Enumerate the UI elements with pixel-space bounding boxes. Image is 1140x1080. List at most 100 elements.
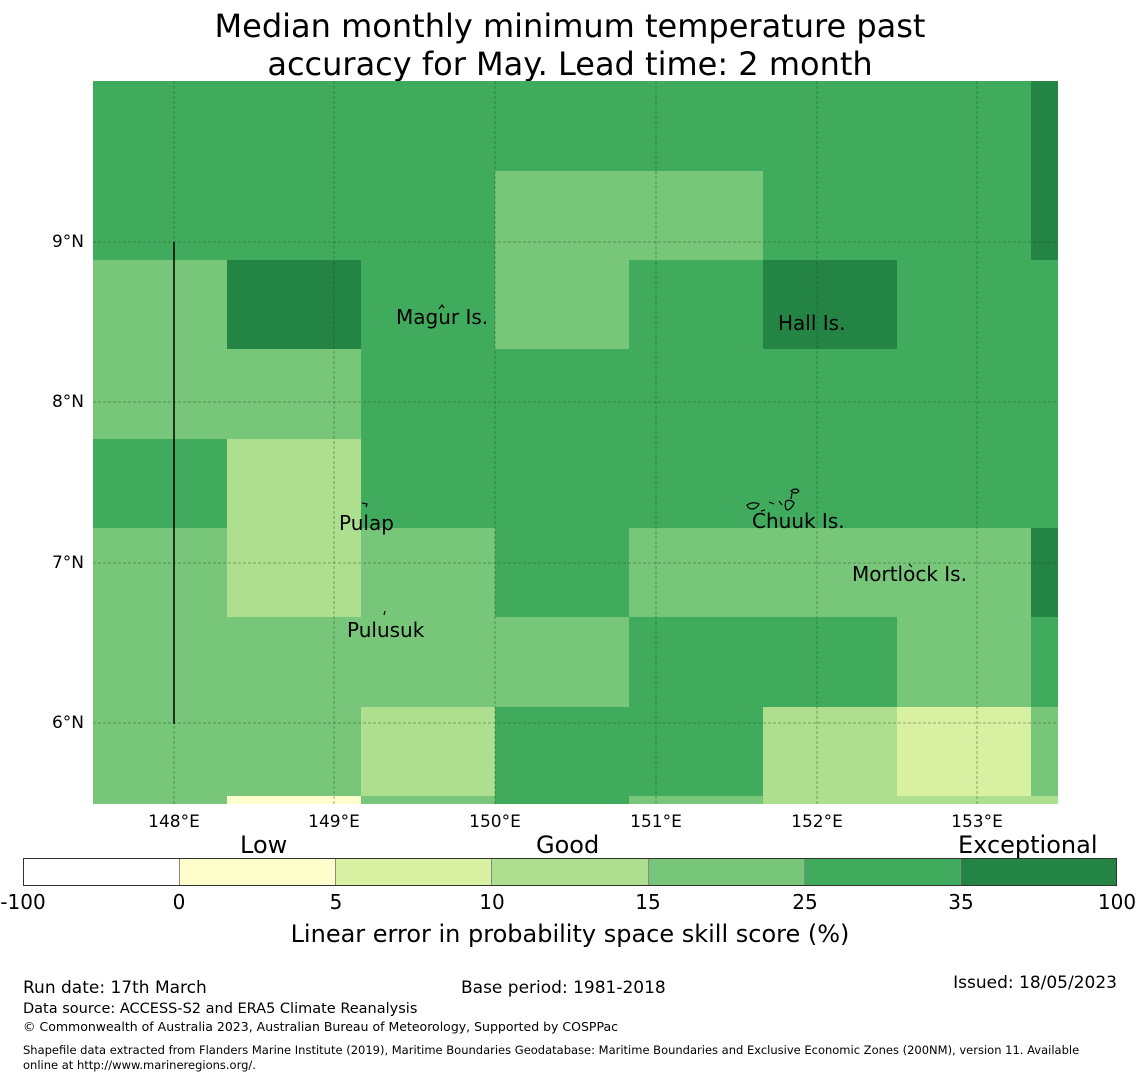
lon-label-153e: 153°E <box>951 812 1003 832</box>
grid-cell <box>227 796 362 804</box>
colorbar-segment <box>960 859 1116 885</box>
island-label-mortlock: Mortlock Is. <box>852 562 967 586</box>
grid-cell <box>897 171 1032 261</box>
lon-label-149e: 149°E <box>308 812 360 832</box>
shapefile-attribution-line-2: online at http://www.marineregions.org/. <box>23 1058 256 1072</box>
grid-cell <box>1031 617 1058 708</box>
grid-cell <box>763 81 898 172</box>
grid-cell <box>897 81 1032 172</box>
grid-cell <box>495 171 630 261</box>
grid-cell <box>629 260 764 350</box>
grid-cell <box>1031 439 1058 529</box>
grid-cell <box>629 81 764 172</box>
lon-label-150e: 150°E <box>469 812 521 832</box>
island-shape-magur <box>438 303 445 310</box>
chart-title-line-2: accuracy for May. Lead time: 2 month <box>267 45 873 83</box>
copyright-notice: © Commonwealth of Australia 2023, Austra… <box>23 1019 618 1034</box>
grid-cell <box>495 796 630 804</box>
issued-date: Issued: 18/05/2023 <box>953 973 1117 993</box>
grid-cell <box>227 617 362 708</box>
colorbar-tick: 35 <box>948 890 974 914</box>
legend-colorbar <box>23 858 1117 886</box>
island-shape-chuuk <box>746 488 800 512</box>
grid-cell <box>93 171 228 261</box>
grid-cell <box>227 707 362 797</box>
grid-cell <box>897 439 1032 529</box>
grid-cell <box>495 349 630 440</box>
grid-cell <box>227 171 362 261</box>
grid-cell <box>495 617 630 708</box>
grid-cell <box>629 796 764 804</box>
colorbar-tick: 25 <box>792 890 818 914</box>
lat-label-6n: 6°N <box>51 713 84 733</box>
grid-cell <box>361 439 496 529</box>
grid-cell <box>361 617 496 708</box>
colorbar-segment <box>492 859 649 885</box>
grid-cell <box>227 439 362 529</box>
lon-label-152e: 152°E <box>791 812 843 832</box>
grid-cell <box>93 617 228 708</box>
colorbar-axis-label: Linear error in probability space skill … <box>290 920 850 948</box>
grid-cell <box>1031 528 1058 618</box>
island-label-pulap: Pulap <box>339 511 394 535</box>
grid-cell <box>897 260 1032 350</box>
colorbar-segment <box>336 859 493 885</box>
colorbar-tick: 100 <box>1097 890 1137 914</box>
colorbar-segment <box>180 859 337 885</box>
grid-cell <box>93 260 228 350</box>
grid-cell <box>361 81 496 172</box>
legend-category-exceptional: Exceptional <box>958 831 1098 859</box>
run-date: Run date: 17th March <box>23 978 207 998</box>
colorbar-tick: 5 <box>329 890 343 914</box>
colorbar-segment <box>24 859 181 885</box>
grid-cell <box>1031 707 1058 797</box>
legend-category-good: Good <box>536 831 600 859</box>
grid-cell <box>897 528 1032 618</box>
grid-cell <box>361 171 496 261</box>
grid-cell <box>227 81 362 172</box>
lon-label-151e: 151°E <box>630 812 682 832</box>
island-label-pulusuk: Pulusuk <box>347 618 425 642</box>
grid-cell <box>763 171 898 261</box>
grid-cell <box>629 528 764 618</box>
grid-cell <box>93 707 228 797</box>
colorbar-tick: -100 <box>0 890 46 914</box>
grid-cell <box>897 349 1032 440</box>
chart-title-line-1: Median monthly minimum temperature past <box>214 7 926 45</box>
map-canvas <box>93 81 1058 804</box>
grid-cell <box>495 81 630 172</box>
grid-cell <box>361 349 496 440</box>
grid-cell <box>361 796 496 804</box>
grid-cell <box>1031 349 1058 440</box>
lat-label-9n: 9°N <box>51 232 84 252</box>
grid-cell <box>93 81 228 172</box>
grid-cell <box>763 617 898 708</box>
grid-cell <box>227 528 362 618</box>
colorbar-tick: 0 <box>172 890 186 914</box>
lon-label-148e: 148°E <box>148 812 200 832</box>
grid-cell <box>1031 260 1058 350</box>
grid-cell <box>629 349 764 440</box>
grid-cell <box>361 260 496 350</box>
grid-cell <box>1031 81 1058 172</box>
grid-cell <box>495 439 630 529</box>
grid-cell <box>629 707 764 797</box>
colorbar-segment <box>648 859 805 885</box>
grid-cell <box>227 349 362 440</box>
grid-cell <box>495 707 630 797</box>
grid-cell <box>763 796 898 804</box>
colorbar-segment <box>804 859 961 885</box>
shapefile-attribution-line-1: Shapefile data extracted from Flanders M… <box>23 1043 1080 1057</box>
grid-cell <box>763 260 898 350</box>
grid-cell <box>629 617 764 708</box>
map-panel[interactable] <box>93 81 1058 804</box>
island-label-hall: Hall Is. <box>778 311 846 335</box>
grid-cell <box>1031 171 1058 261</box>
grid-cell <box>227 260 362 350</box>
legend-category-low: Low <box>240 831 288 859</box>
island-shape-mortlock <box>908 563 913 568</box>
grid-cell <box>897 617 1032 708</box>
grid-cell <box>629 439 764 529</box>
data-source: Data source: ACCESS-S2 and ERA5 Climate … <box>23 1001 418 1017</box>
grid-cell <box>1031 796 1058 804</box>
